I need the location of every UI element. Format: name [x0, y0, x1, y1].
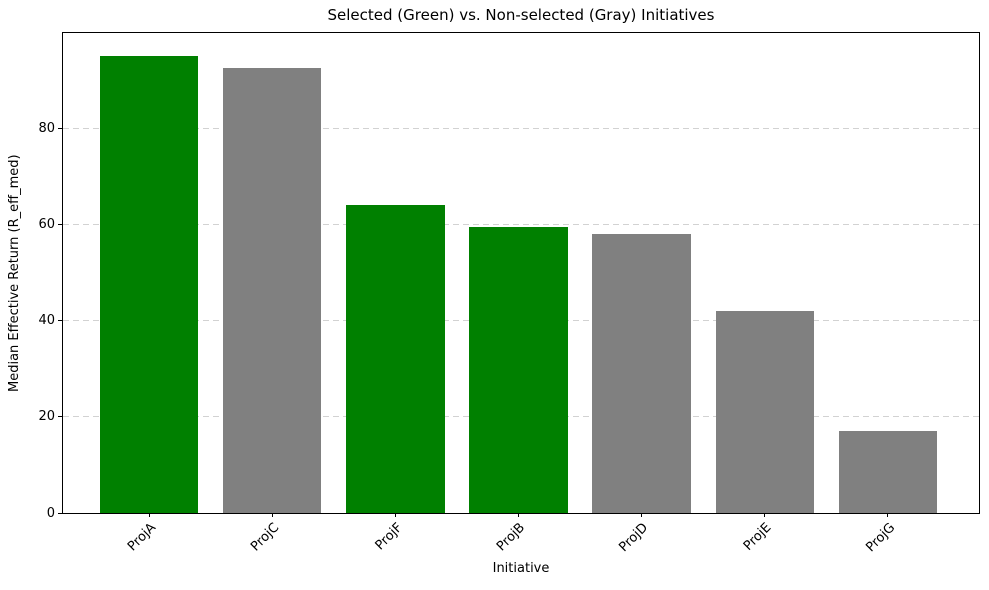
- x-tick-mark-ProjF: [394, 513, 396, 517]
- x-tick-mark-ProjD: [641, 513, 643, 517]
- bar-ProjB: [469, 226, 568, 513]
- x-tick-label-ProjG: ProjG: [862, 520, 898, 556]
- x-tick-label-ProjB: ProjB: [494, 520, 529, 555]
- y-tick-label-80: 80: [38, 120, 55, 136]
- bar-ProjD: [592, 234, 691, 513]
- gridline-y-60: [63, 223, 979, 225]
- x-tick-label-ProjA: ProjA: [124, 520, 159, 555]
- chart-title: Selected (Green) vs. Non-selected (Gray)…: [327, 6, 715, 24]
- x-tick-mark-ProjB: [517, 513, 519, 517]
- x-tick-mark-ProjE: [764, 513, 766, 517]
- x-axis-label: Initiative: [492, 561, 550, 576]
- x-tick-mark-ProjC: [271, 513, 273, 517]
- gridline-y-80: [63, 127, 979, 129]
- y-tick-label-20: 20: [38, 409, 55, 425]
- x-tick-label-ProjF: ProjF: [372, 520, 406, 554]
- x-tick-mark-ProjG: [887, 513, 889, 517]
- plot-area: 0 20 40 60 80 ProjA ProjC ProjF ProjB ProjD ProjE P…: [38, 32, 980, 555]
- y-tick-label-40: 40: [38, 313, 55, 329]
- x-tick-mark-ProjA: [148, 513, 150, 517]
- x-tick-label-ProjE: ProjE: [741, 520, 775, 554]
- x-tick-label-ProjD: ProjD: [616, 520, 652, 556]
- y-axis-label: Median Effective Return (R_eff_med): [7, 154, 22, 392]
- y-tick-mark-40: [58, 320, 62, 322]
- y-tick-label-60: 60: [38, 216, 55, 232]
- bar-ProjG: [838, 431, 938, 513]
- y-tick-mark-20: [58, 416, 62, 418]
- y-tick-mark-80: [58, 127, 62, 129]
- bar-ProjA: [99, 56, 199, 513]
- bar-ProjE: [715, 311, 814, 513]
- x-tick-label-ProjC: ProjC: [247, 520, 283, 555]
- y-tick-label-0: 0: [46, 505, 55, 521]
- y-tick-mark-60: [58, 223, 62, 225]
- bar-ProjC: [222, 68, 322, 513]
- y-tick-mark-0: [58, 512, 62, 514]
- bar-ProjF: [346, 205, 445, 513]
